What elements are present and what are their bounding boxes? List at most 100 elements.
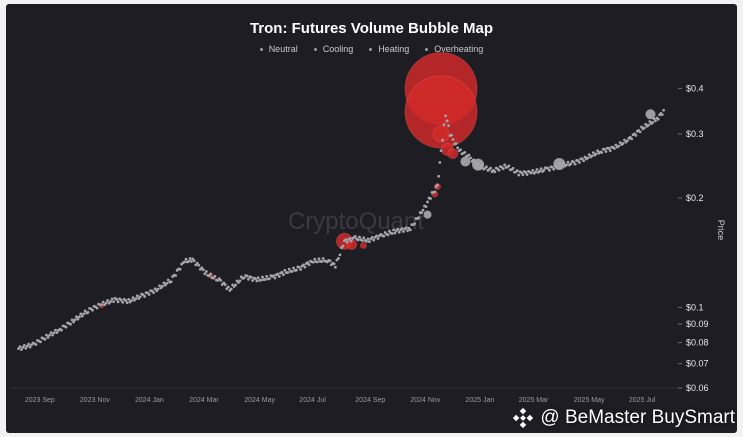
price-point [438, 161, 442, 164]
price-point [130, 299, 133, 302]
price-point [630, 137, 634, 141]
price-point [101, 300, 105, 304]
price-point [433, 190, 437, 194]
price-point [263, 278, 267, 281]
price-point [566, 160, 570, 164]
price-point [277, 274, 281, 278]
price-point [560, 164, 564, 168]
price-point [607, 146, 611, 150]
price-point [365, 239, 368, 243]
price-point [219, 279, 223, 282]
price-point [332, 262, 336, 266]
x-tick-label: 2025 Jul [629, 397, 656, 404]
bubbles-layer [99, 52, 656, 309]
price-point [247, 277, 250, 281]
price-point [408, 228, 412, 232]
price-point [190, 260, 193, 263]
price-point [156, 287, 160, 291]
price-point [531, 169, 535, 172]
price-point [282, 273, 285, 277]
y-tick-label: $0.09 [686, 319, 709, 329]
legend-item-neutral[interactable]: Neutral [259, 44, 298, 54]
y-tick-label: $0.08 [686, 338, 709, 348]
price-point [497, 168, 501, 172]
price-point [442, 123, 446, 127]
price-point [20, 348, 23, 351]
price-point [60, 328, 63, 332]
price-point [475, 164, 478, 168]
price-point [25, 344, 29, 348]
price-point [135, 294, 139, 298]
price-point [307, 263, 311, 267]
price-point [297, 265, 301, 269]
price-point [200, 266, 204, 270]
price-point [80, 314, 84, 318]
chart-title: Tron: Futures Volume Bubble Map [249, 20, 494, 37]
price-point [450, 133, 453, 137]
price-point [283, 268, 287, 272]
price-point [529, 171, 533, 175]
price-point [618, 141, 622, 144]
price-point [542, 168, 546, 172]
legend-item-heating[interactable]: Heating [369, 44, 409, 54]
x-tick-label: 2023 Sep [25, 397, 55, 404]
price-point [520, 171, 523, 175]
price-point [634, 133, 638, 137]
x-axis: 2023 Sep 2023 Nov 2024 Jan 2024 Mar 2024 May… [25, 397, 656, 404]
price-point [299, 268, 303, 271]
price-point [396, 227, 400, 231]
price-point [73, 318, 77, 322]
price-point [420, 211, 423, 215]
price-point [245, 274, 249, 278]
price-point [321, 257, 325, 260]
price-point [75, 315, 78, 319]
price-point [265, 274, 269, 278]
y-tick-label: $0.3 [686, 129, 704, 139]
price-point [573, 162, 577, 166]
price-point [242, 276, 246, 280]
price-point [535, 168, 539, 171]
price-point [261, 275, 264, 279]
price-point [143, 295, 147, 298]
price-point [556, 166, 560, 170]
price-point [100, 303, 103, 306]
price-point [209, 272, 213, 276]
price-point [223, 283, 227, 286]
x-tick-label: 2024 Nov [410, 397, 440, 404]
price-point [472, 158, 475, 162]
legend-dot-icon [369, 48, 373, 52]
price-point [538, 169, 542, 173]
price-point [404, 226, 408, 230]
price-point [272, 274, 276, 278]
y-tick-label: $0.07 [686, 359, 709, 369]
price-point [656, 117, 660, 121]
price-point [648, 120, 652, 123]
price-point [638, 130, 642, 134]
price-point [18, 345, 22, 348]
price-point [24, 346, 28, 350]
price-point [17, 347, 20, 351]
price-point [503, 163, 507, 167]
price-point [426, 200, 429, 204]
chart-panel: CryptoQuant $0.4 $0.3 $0.2 $0.1 $0.09 $0.08 $0… [6, 4, 737, 433]
price-point [651, 121, 655, 124]
credit-handle: @ BeMaster BuySmart [540, 407, 735, 428]
legend: Neutral Cooling Heating Overheating [6, 44, 737, 54]
volume-bubble [460, 156, 471, 167]
y-tick-label: $0.4 [686, 84, 704, 94]
price-point [52, 331, 56, 335]
y-tick-label: $0.1 [686, 302, 704, 312]
y-tick-label: $0.2 [686, 193, 704, 203]
legend-item-cooling[interactable]: Cooling [313, 44, 354, 54]
x-tick-label: 2024 Mar [189, 397, 219, 404]
legend-label: Heating [378, 44, 410, 54]
price-point [334, 265, 337, 269]
price-point [353, 234, 357, 238]
legend-item-overheating[interactable]: Overheating [425, 44, 483, 54]
price-point [652, 117, 656, 121]
price-point [328, 259, 332, 263]
price-point [576, 159, 580, 162]
price-point [192, 259, 196, 263]
price-point [302, 263, 305, 267]
legend-label: Cooling [322, 44, 354, 54]
